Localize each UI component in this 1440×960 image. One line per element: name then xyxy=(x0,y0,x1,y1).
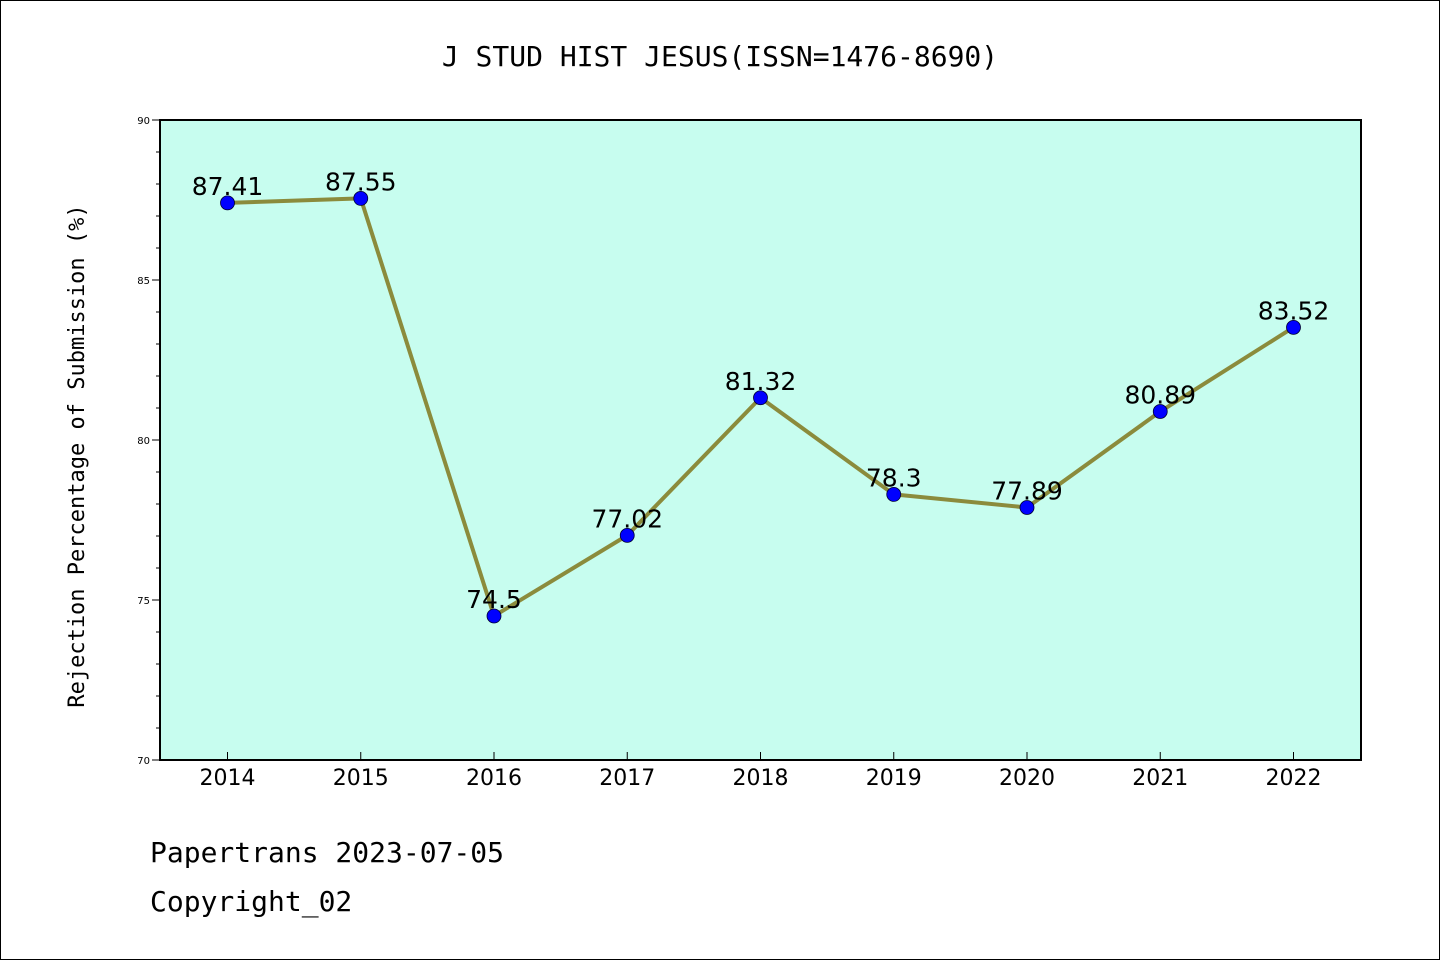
data-label: 77.02 xyxy=(591,504,663,533)
data-point xyxy=(486,608,502,624)
data-point xyxy=(353,190,369,206)
data-label: 87.55 xyxy=(325,167,397,196)
data-labels: 87.41 87.55 74.5 77.02 81.32 78.3 77.89 80.89 83… xyxy=(192,167,1330,614)
data-label: 78.3 xyxy=(866,463,922,492)
x-tick-label: 2021 xyxy=(1132,766,1188,791)
x-tick-label: 2014 xyxy=(200,766,256,791)
footer-source: Papertrans 2023-07-05 xyxy=(150,836,505,869)
y-tick-label: 75 xyxy=(137,596,150,607)
data-label: 74.5 xyxy=(466,585,522,614)
x-tick-label: 2016 xyxy=(466,766,522,791)
y-tick-label: 85 xyxy=(137,276,150,287)
data-label: 77.89 xyxy=(991,477,1063,506)
data-point xyxy=(1286,319,1301,335)
footer-copyright: Copyright_02 xyxy=(150,885,353,918)
y-tick-label: 80 xyxy=(137,436,150,447)
data-label: 83.52 xyxy=(1258,296,1330,325)
data-label: 80.89 xyxy=(1124,381,1196,410)
x-tick-label: 2020 xyxy=(999,766,1055,791)
x-tick-label: 2015 xyxy=(333,766,389,791)
x-tick-label: 2019 xyxy=(866,766,922,791)
x-tick-label: 2022 xyxy=(1266,766,1322,791)
y-tick-label: 90 xyxy=(137,116,150,127)
data-point xyxy=(619,527,635,543)
data-point xyxy=(886,486,902,502)
y-axis-label: Rejection Percentage of Submission (%) xyxy=(65,204,90,707)
data-label: 81.32 xyxy=(725,367,797,396)
data-label: 87.41 xyxy=(192,172,264,201)
data-point xyxy=(220,195,235,211)
series-markers xyxy=(220,190,1301,624)
data-point xyxy=(753,390,768,406)
y-tick-label: 70 xyxy=(137,756,150,767)
x-tick-label: 2018 xyxy=(733,766,789,791)
y-axis: 70 75 80 85 90 xyxy=(137,116,160,767)
data-point xyxy=(1152,404,1168,419)
x-axis: 2014 2015 2016 2017 2018 2019 2020 2021 2022 xyxy=(200,752,1322,791)
x-tick-label: 2017 xyxy=(599,766,655,791)
data-point xyxy=(1019,500,1035,515)
chart-title: J STUD HIST JESUS(ISSN=1476-8690) xyxy=(442,40,998,73)
plot-area xyxy=(159,119,1362,761)
